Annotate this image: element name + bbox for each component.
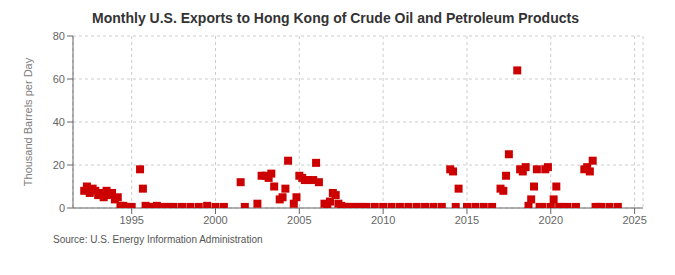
svg-text:2015: 2015 xyxy=(455,214,479,226)
svg-text:1995: 1995 xyxy=(119,214,143,226)
svg-text:20: 20 xyxy=(53,159,65,171)
html-text:Monthly U.S. Exports to Hong K: Monthly U.S. Exports to Hong Kong of Cru… xyxy=(92,10,579,26)
svg-text:Thousand Barrels per Day: Thousand Barrels per Day xyxy=(22,57,34,186)
svg-text:40: 40 xyxy=(53,116,65,128)
svg-text:2025: 2025 xyxy=(622,214,646,226)
html-text:Source: U.S. Energy Informatio: Source: U.S. Energy Information Administ… xyxy=(53,234,263,245)
svg-text:2010: 2010 xyxy=(371,214,395,226)
svg-text:80: 80 xyxy=(53,30,65,42)
svg-text:60: 60 xyxy=(53,73,65,85)
svg-text:2020: 2020 xyxy=(539,214,563,226)
svg-text:2005: 2005 xyxy=(287,214,311,226)
svg-text:2000: 2000 xyxy=(203,214,227,226)
svg-text:0: 0 xyxy=(59,202,65,214)
